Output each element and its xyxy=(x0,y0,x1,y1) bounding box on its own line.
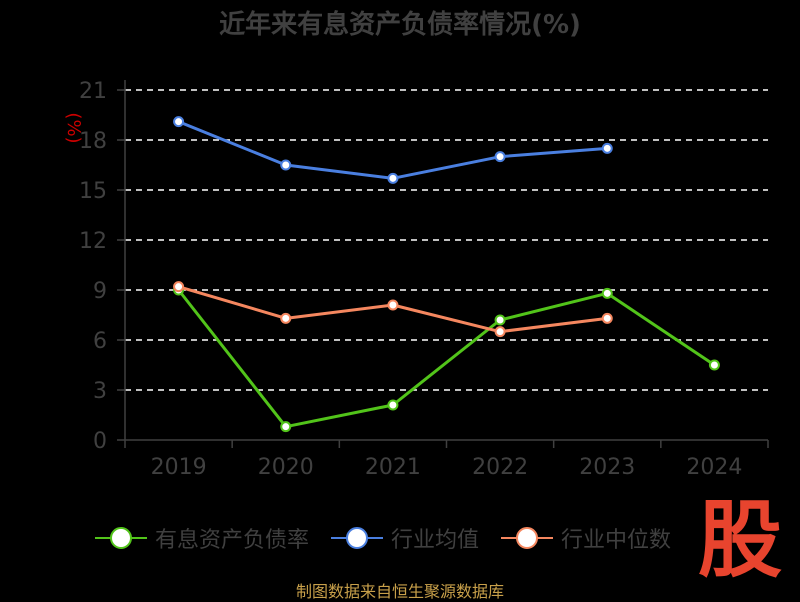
x-tick-label: 2020 xyxy=(258,455,314,480)
y-tick-label: 12 xyxy=(79,229,107,254)
x-tick-label: 2021 xyxy=(365,455,421,480)
legend-item-industry-median[interactable]: 行业中位数 xyxy=(501,522,671,554)
data-point xyxy=(280,312,292,324)
x-tick-label: 2023 xyxy=(579,455,635,480)
data-point xyxy=(708,359,720,371)
watermark-logo: 股 xyxy=(697,491,782,589)
legend-item-debt-ratio[interactable]: 有息资产负债率 xyxy=(95,522,309,554)
y-tick-label: 21 xyxy=(79,79,107,104)
legend-label: 行业中位数 xyxy=(561,528,672,553)
data-point xyxy=(601,312,613,324)
y-tick-label: 9 xyxy=(93,279,107,304)
legend-item-industry-mean[interactable]: 行业均值 xyxy=(331,522,479,554)
x-tick-label: 2024 xyxy=(686,455,742,480)
y-tick-label: 6 xyxy=(93,329,107,354)
data-point xyxy=(387,299,399,311)
data-point xyxy=(601,142,613,154)
data-point xyxy=(387,172,399,184)
y-tick-label: 15 xyxy=(79,179,107,204)
chart-legend: 有息资产负债率 行业均值 行业中位数 xyxy=(95,518,671,558)
legend-label: 行业均值 xyxy=(391,528,480,553)
line-chart: 0 3 6 9 12 15 18 21 2019 2020 2021 2022 2023 2024 (%) xyxy=(63,79,769,480)
legend-marker-icon xyxy=(95,527,147,549)
legend-label: 有息资产负债率 xyxy=(155,528,310,553)
y-axis-label: (%) xyxy=(63,112,84,143)
y-tick-label: 0 xyxy=(93,429,107,454)
x-tick-label: 2019 xyxy=(151,455,207,480)
y-tick-label: 3 xyxy=(93,379,107,404)
series-line-0 xyxy=(177,289,716,429)
data-point xyxy=(173,281,185,293)
data-point xyxy=(494,326,506,338)
y-tick-label: 18 xyxy=(79,129,107,154)
data-point xyxy=(280,159,292,171)
data-point xyxy=(280,421,292,433)
legend-marker-icon xyxy=(501,527,554,549)
data-point xyxy=(173,116,185,128)
data-point xyxy=(494,151,506,163)
series-line-1 xyxy=(178,120,608,180)
data-source-note: 制图数据来自恒生聚源数据库 xyxy=(295,582,504,601)
data-point xyxy=(494,314,506,326)
x-tick-label: 2022 xyxy=(472,455,528,480)
data-point xyxy=(601,287,613,299)
chart-title: 近年来有息资产负债率情况(%) xyxy=(219,10,581,40)
legend-marker-icon xyxy=(331,527,384,549)
data-point xyxy=(387,399,399,411)
